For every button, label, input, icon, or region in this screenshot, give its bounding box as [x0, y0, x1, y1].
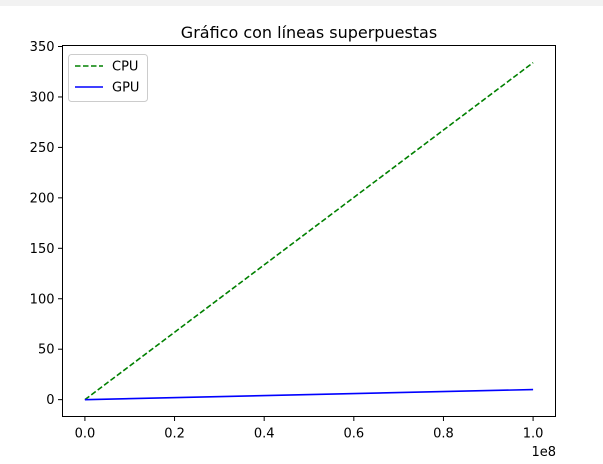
y-tick-label: 150 — [30, 242, 55, 257]
y-tick-label: 300 — [30, 90, 55, 105]
top-window-strip — [0, 0, 603, 6]
y-tick-label: 50 — [38, 343, 55, 358]
x-tick-label: 0.6 — [343, 427, 364, 442]
y-tick-label: 100 — [30, 292, 55, 307]
x-axis-ticks: 0.0 0.2 0.4 0.6 0.8 1.0 — [75, 416, 544, 442]
x-axis-offset-label: 1e8 — [531, 445, 556, 460]
x-tick-label: 0.4 — [254, 427, 275, 442]
series-line-gpu — [84, 388, 534, 401]
y-axis-ticks: 0 50 100 150 200 250 300 350 — [30, 40, 63, 408]
x-tick-label: 1.0 — [523, 427, 544, 442]
legend-label-gpu: GPU — [112, 81, 139, 96]
x-tick-label: 0.0 — [75, 427, 96, 442]
y-tick-label: 0 — [46, 393, 54, 408]
y-tick-label: 250 — [30, 141, 55, 156]
series-line-cpu — [84, 62, 534, 401]
x-tick-label: 0.8 — [433, 427, 454, 442]
chart-title: Gráfico con líneas superpuestas — [181, 23, 437, 42]
legend: CPU GPU — [68, 54, 148, 102]
y-tick-label: 200 — [30, 191, 55, 206]
x-tick-label: 0.2 — [164, 427, 185, 442]
legend-label-cpu: CPU — [112, 60, 138, 75]
series-lines — [84, 62, 534, 401]
plot-area-frame — [62, 45, 556, 417]
y-tick-label: 350 — [30, 40, 55, 55]
